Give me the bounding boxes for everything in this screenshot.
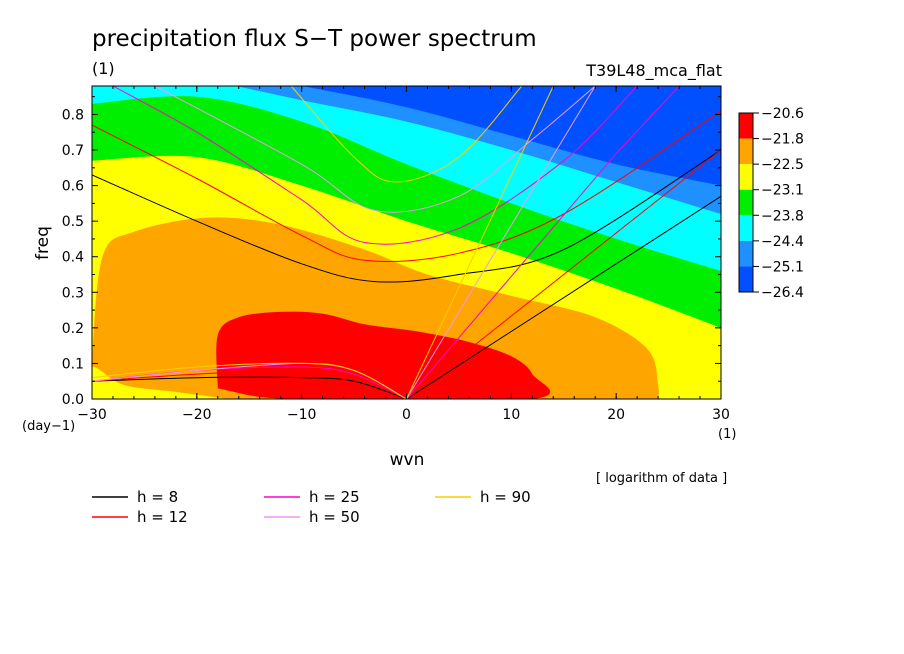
colorbar-swatch [739, 138, 753, 165]
colorbar-label: −22.5 [761, 157, 804, 173]
x-axis-unit: (1) [718, 427, 736, 442]
y-tick-label: 0.3 [62, 285, 84, 301]
y-tick-label: 0.6 [62, 179, 84, 195]
y-axis-unit: (day−1) [22, 419, 75, 434]
region-yellow-notch [92, 366, 229, 399]
chart-subtitle-right: T39L48_mca_flat [585, 61, 722, 81]
x-tick-label: 30 [712, 407, 730, 423]
curve-inertia_gravity-3 [154, 86, 596, 213]
colorbar-swatch [739, 215, 753, 241]
dispersion-curves [92, 86, 721, 399]
y-tick-label: 0.4 [62, 250, 84, 266]
x-axis-ticks: −30 −20 −10 0 10 20 30 [77, 86, 730, 423]
colorbar-label: −21.8 [761, 132, 804, 148]
colorbar-swatch [739, 266, 753, 292]
colorbar-label: −24.4 [761, 234, 804, 250]
x-tick-label: −10 [287, 407, 317, 423]
legend: h = 8 h = 12 h = 25 h = 50 h = 90 [92, 488, 531, 526]
colorbar-swatch [739, 164, 753, 190]
colorbar-label: −25.1 [761, 259, 804, 275]
curve-kelvin-2 [406, 86, 680, 399]
legend-label: h = 12 [137, 508, 188, 526]
curve-kelvin-3 [406, 86, 596, 399]
curve-rossby-1 [92, 369, 407, 399]
x-tick-label: 10 [502, 407, 520, 423]
y-tick-label: 0.0 [62, 392, 84, 408]
y-tick-label: 0.1 [62, 356, 84, 372]
curve-inertia_gravity-4 [290, 86, 523, 183]
y-axis-ticks: 0.0 0.1 0.2 0.3 0.4 0.5 0.6 0.7 0.8 [62, 96, 721, 408]
y-tick-label: 0.5 [62, 214, 84, 230]
colorbar-label: −26.4 [761, 285, 804, 301]
curve-rossby-0 [92, 376, 407, 399]
colorbar-swatch [739, 189, 753, 216]
plot-area [92, 86, 721, 399]
x-tick-label: −20 [182, 407, 212, 423]
data-note: [ logarithm of data ] [596, 471, 727, 486]
chart-subtitle-left: (1) [92, 59, 115, 78]
curve-kelvin-0 [406, 195, 721, 399]
legend-label: h = 50 [309, 508, 360, 526]
y-tick-label: 0.8 [62, 107, 84, 123]
contour-fills [92, 86, 721, 399]
curve-kelvin-1 [406, 149, 721, 399]
colorbar-swatch [739, 240, 753, 267]
y-axis-label: freq [33, 226, 53, 260]
colorbar-label: −20.6 [761, 106, 804, 122]
legend-label: h = 25 [309, 488, 360, 506]
curve-inertia_gravity-1 [92, 110, 721, 263]
legend-label: h = 8 [137, 488, 178, 506]
y-tick-label: 0.2 [62, 321, 84, 337]
curve-inertia_gravity-0 [92, 149, 721, 283]
x-tick-label: −30 [77, 407, 107, 423]
curve-inertia_gravity-2 [112, 86, 638, 245]
x-tick-label: 20 [607, 407, 625, 423]
colorbar-label: −23.8 [761, 208, 804, 224]
y-tick-label: 0.7 [62, 143, 84, 159]
colorbar-label: −23.1 [761, 183, 804, 199]
colorbar-swatch [739, 113, 753, 139]
chart-title: precipitation flux S−T power spectrum [92, 26, 537, 52]
legend-label: h = 90 [480, 488, 531, 506]
curve-rossby-4 [92, 362, 407, 399]
x-axis-label: wvn [390, 450, 425, 470]
colorbar: −20.6 −21.8 −22.5 −23.1 −23.8 −24.4 −25.1 −26.4 [738, 106, 804, 301]
curve-kelvin-4 [406, 86, 554, 399]
colorbar-frame [738, 112, 754, 293]
x-tick-label: 0 [402, 407, 411, 423]
